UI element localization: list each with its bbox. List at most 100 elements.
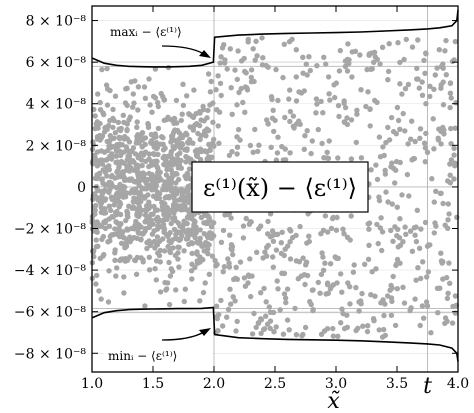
data-point <box>204 149 210 155</box>
data-point <box>227 286 233 292</box>
data-point <box>92 125 98 132</box>
data-point <box>114 142 120 148</box>
data-point <box>383 189 389 195</box>
data-point <box>198 117 204 123</box>
data-point <box>103 218 109 224</box>
data-point <box>92 191 98 197</box>
data-point <box>354 111 360 117</box>
data-point <box>134 119 140 125</box>
data-point <box>408 136 414 142</box>
data-point <box>97 132 103 139</box>
data-point <box>324 281 331 288</box>
data-point <box>303 61 309 67</box>
data-point <box>328 225 335 232</box>
data-point <box>416 245 423 251</box>
data-point <box>201 248 207 254</box>
data-point <box>371 59 377 65</box>
data-point <box>112 226 118 232</box>
data-point <box>191 218 197 224</box>
data-point <box>160 147 167 153</box>
data-point <box>112 93 119 99</box>
data-point <box>324 326 331 332</box>
data-point <box>386 137 393 143</box>
max-envelope-line <box>91 10 459 68</box>
data-point <box>442 315 449 321</box>
data-point <box>229 111 235 118</box>
y-tick-label: 2 × 10⁻⁸ <box>26 138 87 154</box>
data-point <box>444 295 451 302</box>
data-point <box>148 211 154 217</box>
data-point <box>203 212 209 219</box>
data-point <box>289 36 295 42</box>
data-point <box>208 235 215 241</box>
data-point <box>301 88 307 94</box>
data-point <box>404 171 411 178</box>
data-point <box>139 172 146 179</box>
data-point <box>227 46 233 52</box>
data-point <box>365 89 371 95</box>
data-point <box>119 142 125 148</box>
data-point <box>229 243 236 250</box>
data-point <box>104 138 110 145</box>
y-tick-label: −8 × 10⁻⁸ <box>14 346 86 362</box>
data-point <box>200 289 207 296</box>
x-tick-label: 2.5 <box>264 376 286 392</box>
data-point <box>447 104 453 111</box>
data-point <box>332 254 338 260</box>
data-point <box>442 48 448 54</box>
data-point <box>161 97 168 103</box>
data-point <box>307 298 313 305</box>
data-point <box>122 100 129 106</box>
data-point <box>132 78 138 84</box>
data-point <box>154 234 161 240</box>
data-point <box>137 189 143 195</box>
data-point <box>179 141 186 148</box>
data-point <box>266 304 272 310</box>
data-point <box>255 148 261 155</box>
data-point <box>438 250 444 256</box>
data-point <box>213 303 220 309</box>
data-point <box>153 139 160 146</box>
data-point <box>427 93 433 100</box>
data-point <box>388 114 395 121</box>
max-annotation: maxᵢ − ⟨ε⁽¹⁾⟩ <box>106 22 212 58</box>
data-point <box>382 171 389 177</box>
data-point <box>353 327 359 334</box>
data-point <box>377 225 384 231</box>
max-arrow <box>161 45 205 55</box>
data-point <box>427 242 433 248</box>
data-point <box>136 204 143 210</box>
data-point <box>190 225 196 232</box>
center-label: ε⁽¹⁾(x̃) − ⟨ε⁽¹⁾⟩ <box>203 174 357 202</box>
axis-ticks <box>91 6 459 372</box>
data-point <box>353 139 359 146</box>
data-point <box>418 226 424 232</box>
data-point <box>152 66 159 72</box>
data-point <box>222 57 228 63</box>
data-point <box>94 120 100 127</box>
data-point <box>286 327 292 333</box>
data-point <box>159 207 166 213</box>
data-point <box>304 240 310 246</box>
data-point <box>124 127 130 134</box>
data-point <box>124 226 130 232</box>
data-point <box>166 259 172 266</box>
data-point <box>422 159 428 165</box>
data-point <box>388 312 395 318</box>
data-point <box>301 146 307 152</box>
data-point <box>152 245 158 251</box>
data-point <box>130 91 136 97</box>
data-point <box>308 150 314 157</box>
data-point <box>409 118 415 124</box>
data-point <box>247 219 253 225</box>
data-point <box>121 290 127 296</box>
data-point <box>156 238 163 245</box>
data-point <box>336 113 342 120</box>
data-point <box>302 281 308 288</box>
data-point <box>228 85 234 91</box>
data-point <box>161 161 167 168</box>
data-point <box>176 237 182 243</box>
data-point <box>170 191 176 197</box>
max-label: maxᵢ − ⟨ε⁽¹⁾⟩ <box>110 25 182 39</box>
data-point <box>121 119 127 126</box>
